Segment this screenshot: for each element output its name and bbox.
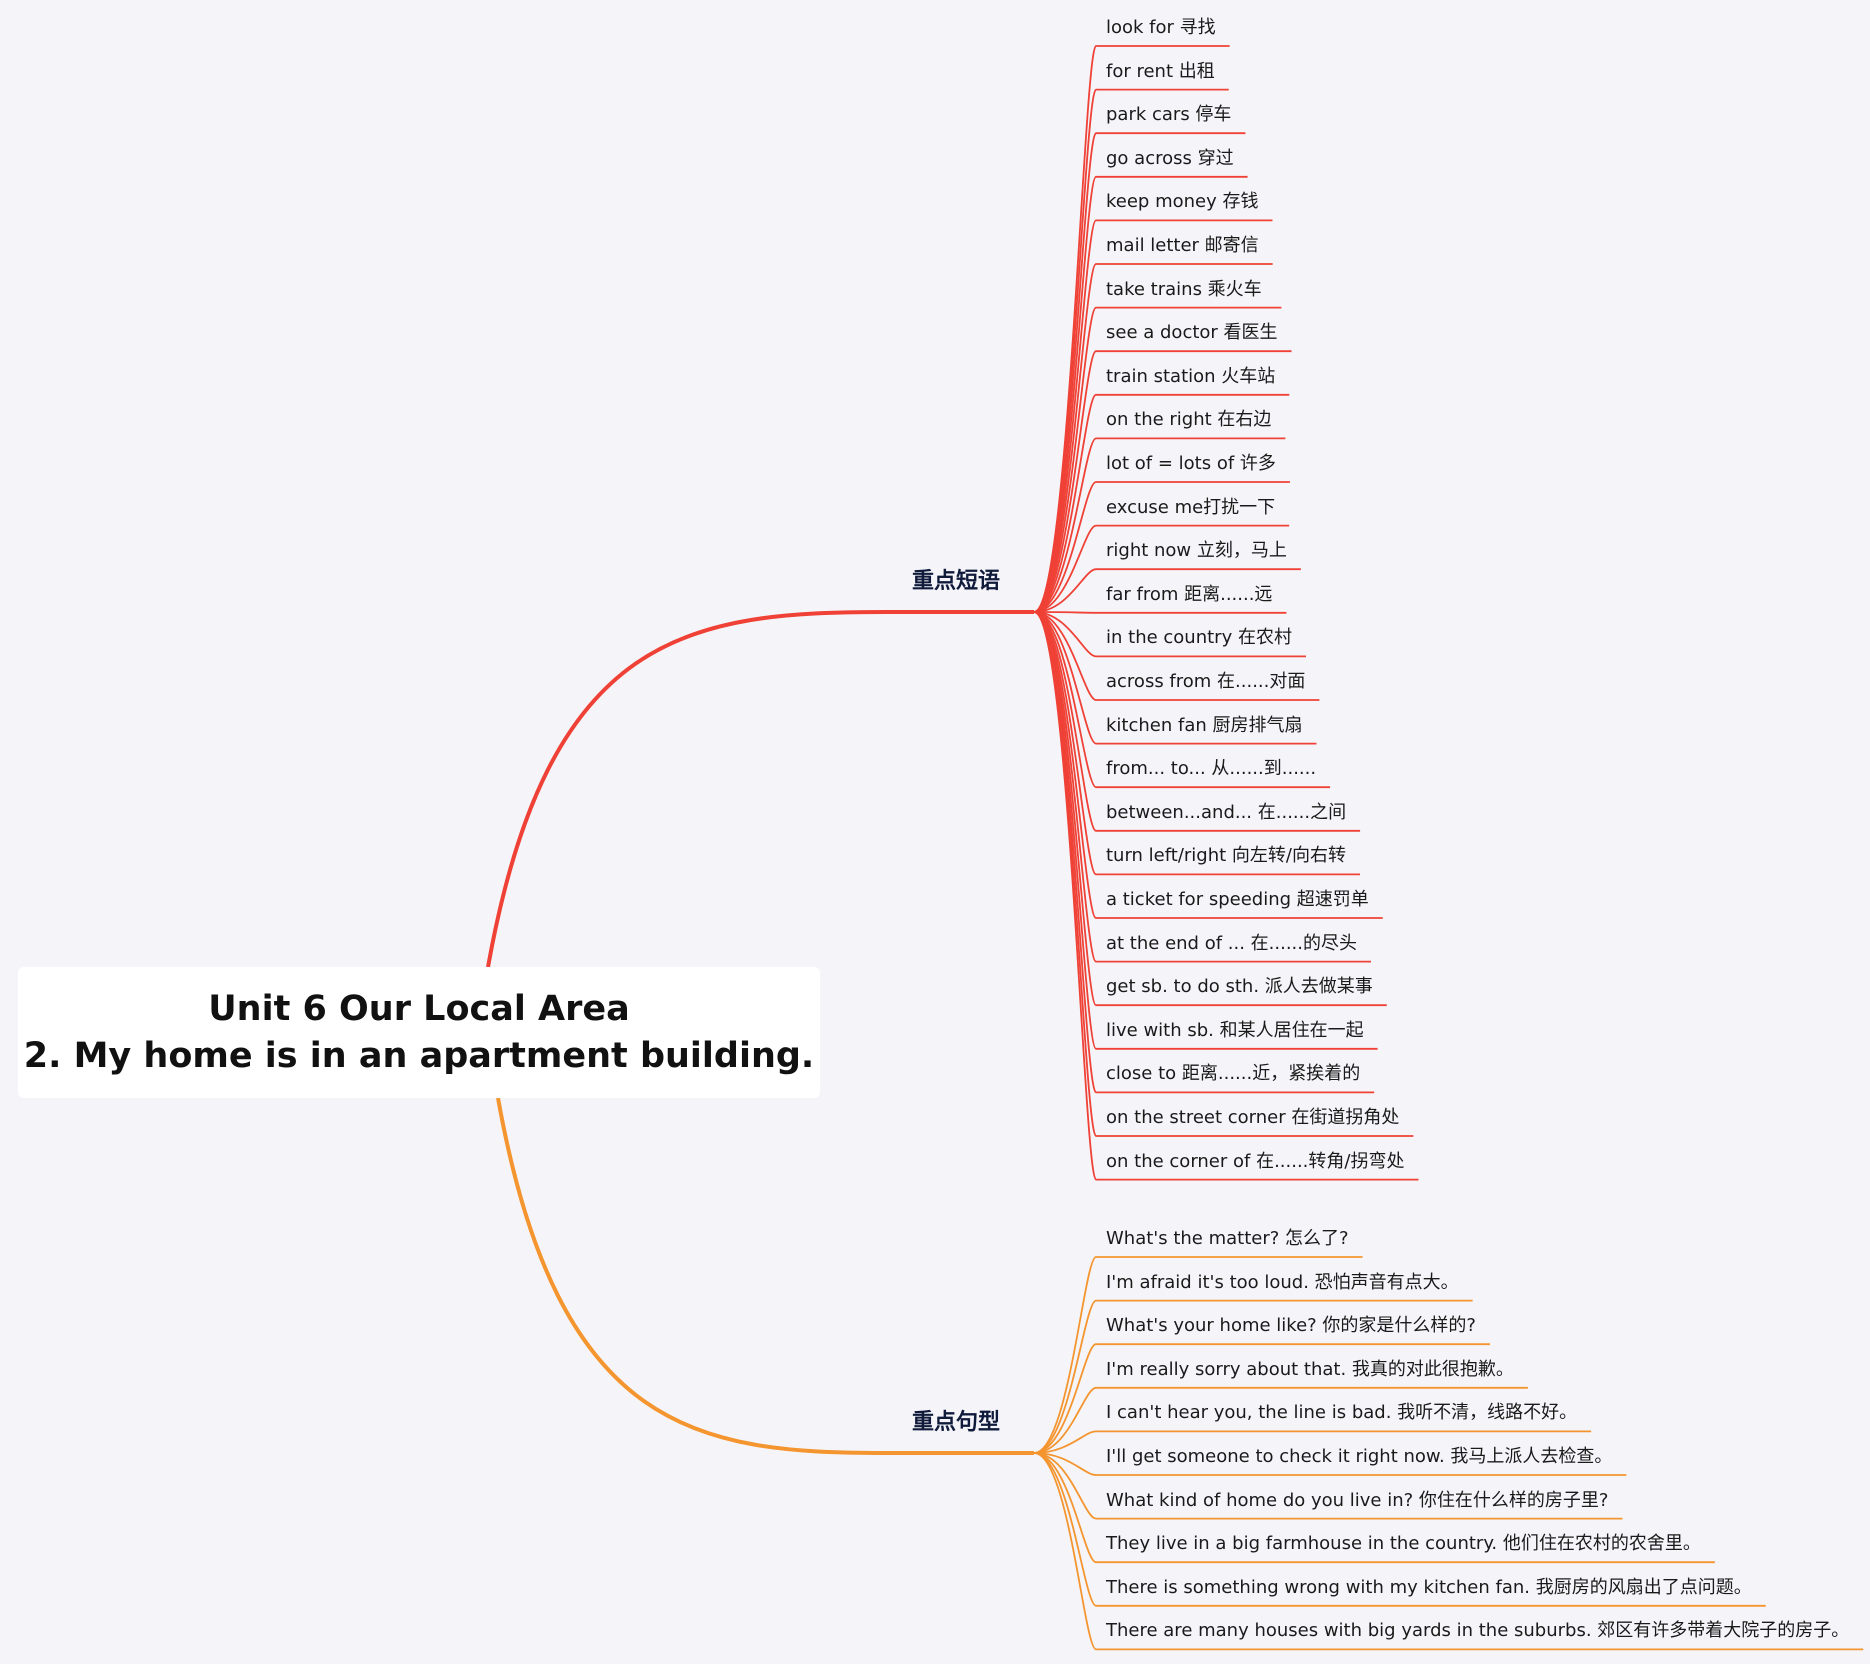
phrase-item[interactable]: far from 距离......远 [1106,583,1273,605]
phrase-item[interactable]: a ticket for speeding 超速罚单 [1106,889,1369,910]
phrase-item[interactable]: mail letter 邮寄信 [1106,235,1259,256]
phrase-item[interactable]: from... to... 从......到...... [1106,758,1317,780]
sentence-item[interactable]: I'll get someone to check it right now. … [1106,1446,1613,1467]
phrase-item[interactable]: right now 立刻，马上 [1106,540,1287,562]
branch-key-sentences-title[interactable]: 重点句型 [912,1410,1001,1435]
leaf-connector [1033,1343,1490,1454]
sentence-item[interactable]: They live in a big farmhouse in the coun… [1106,1533,1701,1555]
leaf-connector [1033,263,1273,613]
leaf-connector [1033,568,1301,613]
central-topic[interactable]: Unit 6 Our Local Area 2. My home is in a… [18,967,820,1098]
leaf-connector [1033,393,1290,613]
sentence-item[interactable]: What's the matter? 怎么了? [1106,1228,1349,1249]
branch-key-sentences-connector [496,1097,1034,1455]
phrase-item[interactable]: lot of = lots of 许多 [1106,453,1276,474]
leaf-connector [1033,611,1306,658]
phrase-item[interactable]: across from 在......对面 [1106,671,1306,692]
phrase-item[interactable]: on the street corner 在街道拐角处 [1106,1107,1400,1128]
phrase-item[interactable]: turn left/right 向左转/向右转 [1106,845,1346,867]
leaf-connector [1033,611,1287,614]
phrase-item[interactable]: keep money 存钱 [1106,191,1259,213]
leaf-connector [1033,437,1286,613]
sentence-item[interactable]: What kind of home do you live in? 你住在什么样… [1106,1489,1609,1511]
leaf-connector [1033,611,1331,789]
leaf-connector [1033,1452,1864,1651]
leaf-connector [1033,1452,1627,1476]
central-topic-title: Unit 6 Our Local Area [208,988,630,1029]
leaf-connector [1033,524,1290,613]
phrase-item[interactable]: get sb. to do sth. 派人去做某事 [1106,976,1373,998]
central-topic-subtitle: 2. My home is in an apartment building. [23,1035,815,1076]
leaf-connector [1033,1452,1623,1520]
leaf-connector [1033,481,1290,613]
leaf-connector [1033,1452,1715,1564]
phrase-item[interactable]: see a doctor 看医生 [1106,322,1278,344]
sentence-item[interactable]: I'm really sorry about that. 我真的对此很抱歉。 [1106,1358,1514,1380]
phrase-item[interactable]: train station 火车站 [1106,365,1276,387]
sentence-item[interactable]: I can't hear you, the line is bad. 我听不清，… [1106,1402,1578,1424]
leaf-connector [1033,1256,1363,1454]
phrase-item[interactable]: excuse me打扰一下 [1106,496,1276,518]
phrase-item[interactable]: between...and... 在......之间 [1106,801,1347,823]
leaf-connector [1033,611,1419,1181]
leaf-connector [1033,1452,1766,1607]
sentence-item[interactable]: There is something wrong with my kitchen… [1106,1576,1752,1598]
phrase-item[interactable]: go across 穿过 [1106,147,1234,169]
phrase-item[interactable]: on the corner of 在......转角/拐弯处 [1106,1150,1405,1172]
leaf-connector [1033,1299,1473,1454]
phrase-item[interactable]: close to 距离......近，紧挨着的 [1106,1063,1361,1085]
sentence-item[interactable]: There are many houses with big yards in … [1106,1620,1850,1642]
branch-key-phrases-title[interactable]: 重点短语 [912,569,1001,594]
phrase-item[interactable]: park cars 停车 [1106,104,1232,126]
phrase-item[interactable]: on the right 在右边 [1106,409,1272,431]
phrase-item[interactable]: kitchen fan 厨房排气扇 [1106,714,1303,736]
leaf-connector [1033,1430,1592,1454]
phrase-item[interactable]: at the end of ... 在......的尽头 [1106,932,1357,954]
phrase-item[interactable]: live with sb. 和某人居住在一起 [1106,1019,1364,1041]
phrase-item[interactable]: in the country 在农村 [1106,627,1292,649]
leaf-connector [1033,306,1282,613]
leaf-connector [1033,350,1292,613]
phrase-item[interactable]: take trains 乘火车 [1106,278,1262,300]
leaf-connector [1033,611,1320,701]
sentence-item[interactable]: I'm afraid it's too loud. 恐怕声音有点大。 [1106,1271,1459,1293]
branch-key-phrases-connector [486,610,1034,968]
leaf-connector [1033,611,1361,832]
sentence-item[interactable]: What's your home like? 你的家是什么样的? [1106,1315,1476,1337]
phrase-item[interactable]: for rent 出租 [1106,60,1215,82]
phrase-item[interactable]: look for 寻找 [1106,17,1216,38]
leaf-connector [1033,1386,1528,1454]
leaf-connector [1033,611,1317,745]
